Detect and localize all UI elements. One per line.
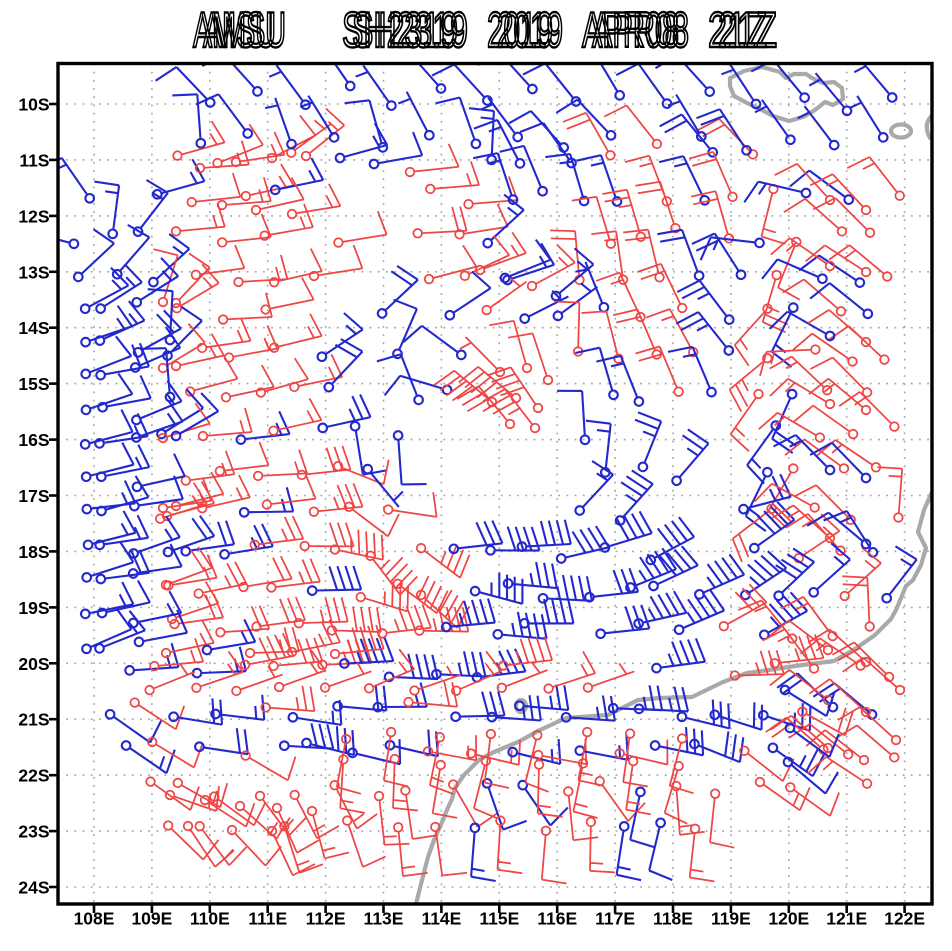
svg-text:110E: 110E xyxy=(190,909,230,929)
svg-text:108E: 108E xyxy=(74,909,115,929)
svg-text:24S: 24S xyxy=(18,878,49,898)
svg-text:21S: 21S xyxy=(18,710,49,730)
svg-text:AMSU: AMSU xyxy=(203,2,286,58)
svg-text:22S: 22S xyxy=(18,766,49,786)
svg-text:13S: 13S xyxy=(18,262,49,282)
svg-text:17S: 17S xyxy=(18,486,49,506)
svg-text:19S: 19S xyxy=(18,598,49,618)
svg-text:117E: 117E xyxy=(595,909,635,929)
svg-text:122E: 122E xyxy=(884,909,925,929)
svg-text:10S: 10S xyxy=(18,95,49,115)
svg-text:112E: 112E xyxy=(306,909,346,929)
svg-text:121E: 121E xyxy=(826,909,867,929)
svg-text:118E: 118E xyxy=(653,909,693,929)
svg-text:116E: 116E xyxy=(537,909,577,929)
svg-text:21Z: 21Z xyxy=(718,2,777,58)
svg-text:23S: 23S xyxy=(18,822,49,842)
svg-text:113E: 113E xyxy=(364,909,404,929)
svg-text:APR08: APR08 xyxy=(592,2,689,58)
svg-text:14S: 14S xyxy=(18,318,49,338)
svg-text:12S: 12S xyxy=(18,206,49,226)
svg-text:2019: 2019 xyxy=(497,2,563,58)
svg-text:20S: 20S xyxy=(18,654,49,674)
svg-text:119E: 119E xyxy=(711,909,751,929)
svg-text:115E: 115E xyxy=(479,909,519,929)
svg-text:11S: 11S xyxy=(19,150,49,170)
svg-text:120E: 120E xyxy=(768,909,809,929)
svg-text:SH2319: SH2319 xyxy=(352,2,468,58)
svg-text:109E: 109E xyxy=(131,909,172,929)
svg-text:18S: 18S xyxy=(18,542,49,562)
svg-text:16S: 16S xyxy=(18,430,49,450)
svg-text:15S: 15S xyxy=(18,374,49,394)
svg-text:111E: 111E xyxy=(248,909,287,929)
svg-text:114E: 114E xyxy=(421,909,461,929)
